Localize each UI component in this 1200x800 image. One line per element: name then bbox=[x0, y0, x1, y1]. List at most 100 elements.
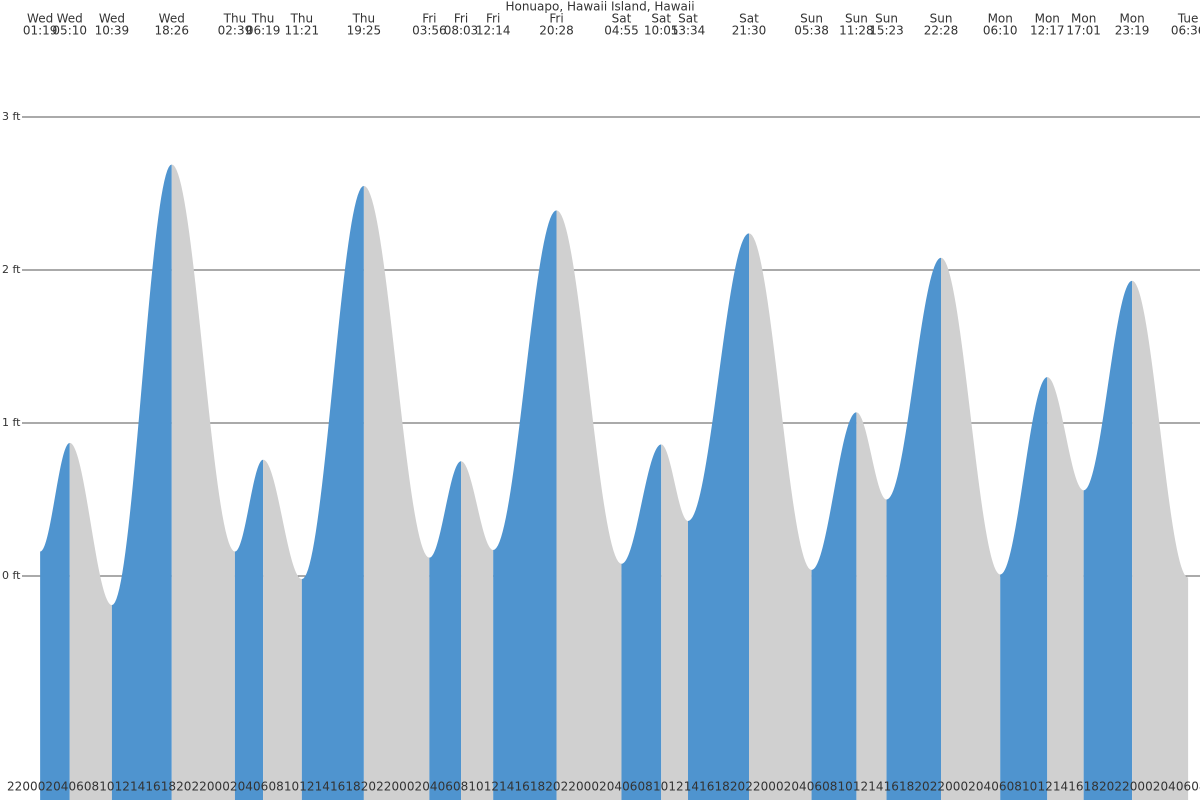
hour-label: 16 bbox=[515, 780, 530, 794]
extreme-time: 13:34 bbox=[671, 24, 706, 38]
hour-label: 08 bbox=[453, 780, 468, 794]
hour-label: 22 bbox=[745, 780, 760, 794]
rising-tide bbox=[811, 412, 857, 800]
extreme-time: 06:10 bbox=[983, 24, 1018, 38]
hour-label: 10 bbox=[1022, 780, 1037, 794]
extreme-time: 11:28 bbox=[839, 24, 874, 38]
y-tick-label: 1 ft bbox=[2, 416, 21, 429]
falling-tide bbox=[556, 210, 622, 800]
extreme-day: Mon bbox=[988, 12, 1013, 26]
extreme-day: Wed bbox=[57, 12, 83, 26]
extreme-day: Sun bbox=[845, 12, 868, 26]
hour-label: 22 bbox=[376, 780, 391, 794]
hour-label: 06 bbox=[438, 780, 453, 794]
hour-label: 10 bbox=[653, 780, 668, 794]
hour-label: 22 bbox=[930, 780, 945, 794]
hour-label: 08 bbox=[84, 780, 99, 794]
extreme-day: Tue bbox=[1177, 12, 1199, 26]
extreme-day: Sun bbox=[930, 12, 953, 26]
hour-label: 20 bbox=[1099, 780, 1114, 794]
extreme-time: 23:19 bbox=[1115, 24, 1150, 38]
chart-title: Honuapo, Hawaii Island, Hawaii bbox=[505, 0, 694, 14]
extreme-time: 02:39 bbox=[218, 24, 253, 38]
hour-label: 00 bbox=[22, 780, 37, 794]
extreme-day: Fri bbox=[486, 12, 500, 26]
rising-tide bbox=[621, 444, 662, 800]
extreme-time: 01:19 bbox=[23, 24, 58, 38]
extreme-time: 05:38 bbox=[794, 24, 829, 38]
hour-label: 10 bbox=[468, 780, 483, 794]
extreme-time: 10:05 bbox=[644, 24, 679, 38]
hour-label: 14 bbox=[868, 780, 883, 794]
hour-label: 02 bbox=[222, 780, 237, 794]
extreme-day: Wed bbox=[27, 12, 53, 26]
rising-tide bbox=[1000, 377, 1048, 800]
hour-label: 18 bbox=[1084, 780, 1099, 794]
hour-label: 04 bbox=[791, 780, 806, 794]
hour-label: 04 bbox=[422, 780, 437, 794]
hour-label: 12 bbox=[668, 780, 683, 794]
extreme-day: Sun bbox=[875, 12, 898, 26]
extreme-time: 20:28 bbox=[539, 24, 574, 38]
hour-label: 10 bbox=[837, 780, 852, 794]
hour-label: 02 bbox=[1145, 780, 1160, 794]
rising-tide bbox=[493, 210, 557, 800]
hour-label: 18 bbox=[161, 780, 176, 794]
rising-tide bbox=[111, 164, 172, 800]
hour-label: 00 bbox=[207, 780, 222, 794]
rising-tide bbox=[1083, 280, 1133, 800]
hour-label: 22 bbox=[7, 780, 22, 794]
hour-label: 08 bbox=[822, 780, 837, 794]
extreme-time: 12:17 bbox=[1030, 24, 1065, 38]
hour-label: 02 bbox=[776, 780, 791, 794]
hour-label: 04 bbox=[1160, 780, 1175, 794]
hour-label: 08 bbox=[268, 780, 283, 794]
falling-tide bbox=[1047, 377, 1084, 800]
rising-tide bbox=[301, 185, 364, 800]
hour-label: 14 bbox=[315, 780, 330, 794]
extreme-day: Thu bbox=[290, 12, 314, 26]
hour-label: 04 bbox=[53, 780, 68, 794]
falling-tide bbox=[661, 444, 689, 800]
extreme-time: 08:03 bbox=[444, 24, 479, 38]
extreme-day: Thu bbox=[352, 12, 376, 26]
hour-label: 02 bbox=[591, 780, 606, 794]
hour-label: 14 bbox=[684, 780, 699, 794]
extreme-day: Sat bbox=[739, 12, 759, 26]
y-tick-label: 3 ft bbox=[2, 110, 21, 123]
hour-label: 06 bbox=[991, 780, 1006, 794]
y-tick-label: 2 ft bbox=[2, 263, 21, 276]
falling-tide bbox=[749, 233, 812, 800]
extreme-time: 12:14 bbox=[476, 24, 511, 38]
hour-label: 18 bbox=[714, 780, 729, 794]
extreme-day: Fri bbox=[454, 12, 468, 26]
hour-label: 12 bbox=[484, 780, 499, 794]
extreme-day: Fri bbox=[549, 12, 563, 26]
falling-tide bbox=[363, 185, 430, 800]
hour-label: 22 bbox=[561, 780, 576, 794]
hour-label: 20 bbox=[361, 780, 376, 794]
falling-tide bbox=[263, 459, 302, 800]
hour-label: 00 bbox=[761, 780, 776, 794]
extreme-time: 06:36 bbox=[1171, 24, 1200, 38]
hour-label: 04 bbox=[607, 780, 622, 794]
hour-label: 12 bbox=[853, 780, 868, 794]
hour-label: 04 bbox=[238, 780, 253, 794]
hour-label: 06 bbox=[807, 780, 822, 794]
hour-label: 22 bbox=[192, 780, 207, 794]
extreme-day: Sun bbox=[800, 12, 823, 26]
hour-label: 16 bbox=[330, 780, 345, 794]
hour-label: 18 bbox=[899, 780, 914, 794]
hour-label: 10 bbox=[99, 780, 114, 794]
falling-tide bbox=[941, 257, 1001, 800]
extreme-time: 06:19 bbox=[246, 24, 281, 38]
hour-label: 16 bbox=[699, 780, 714, 794]
extreme-day: Mon bbox=[1035, 12, 1060, 26]
hour-label: 18 bbox=[530, 780, 545, 794]
extreme-time: 03:56 bbox=[412, 24, 447, 38]
extreme-day: Thu bbox=[251, 12, 275, 26]
extreme-time: 11:21 bbox=[285, 24, 320, 38]
hour-label: 20 bbox=[730, 780, 745, 794]
extreme-day: Mon bbox=[1071, 12, 1096, 26]
